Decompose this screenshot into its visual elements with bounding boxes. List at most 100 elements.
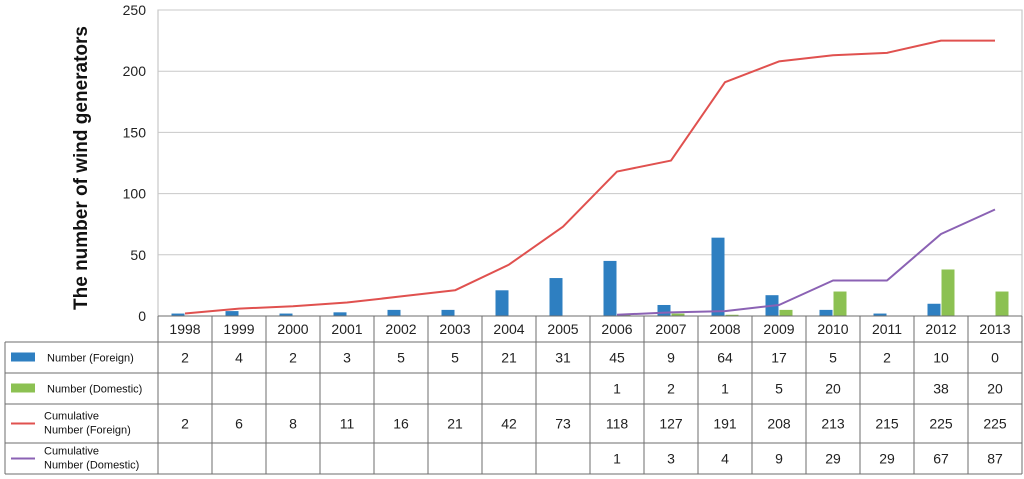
data-label: 2 (883, 350, 891, 366)
data-label: 3 (667, 451, 675, 467)
x-tick-label: 2008 (709, 321, 740, 337)
bar-domestic (779, 309, 793, 316)
bar-foreign (657, 304, 671, 316)
legend-label: Cumulative (44, 411, 99, 423)
data-label: 225 (929, 416, 953, 432)
x-tick-label: 1999 (223, 321, 254, 337)
y-tick-label: 150 (123, 124, 147, 140)
data-label: 5 (451, 350, 459, 366)
data-label: 8 (289, 416, 297, 432)
data-label: 1 (613, 451, 621, 467)
bar-domestic (833, 291, 847, 316)
data-label: 5 (775, 381, 783, 397)
bar-foreign (549, 278, 563, 316)
data-label: 17 (771, 350, 787, 366)
line-cumulative-foreign (184, 39, 995, 315)
data-label: 118 (606, 416, 629, 432)
data-label: 225 (983, 416, 1007, 432)
data-label: 45 (609, 350, 625, 366)
y-tick-label: 100 (123, 186, 147, 202)
data-label: 64 (717, 350, 733, 366)
x-tick-label: 2003 (439, 321, 470, 337)
x-tick-label: 2007 (655, 321, 686, 337)
legend-label: Number (Foreign) (44, 425, 131, 437)
bar-domestic (725, 314, 739, 316)
data-label: 9 (775, 451, 783, 467)
x-tick-label: 2009 (763, 321, 794, 337)
legend-key (11, 383, 35, 393)
legend-label: Number (Domestic) (47, 384, 142, 396)
data-label: 73 (555, 416, 571, 432)
x-tick-label: 2002 (385, 321, 416, 337)
data-label: 67 (933, 451, 949, 467)
x-tick-label: 1998 (169, 321, 200, 337)
bar-foreign (441, 309, 455, 316)
x-tick-label: 2006 (601, 321, 632, 337)
x-tick-label: 2000 (277, 321, 308, 337)
bar-domestic (995, 291, 1009, 316)
bar-foreign (927, 303, 941, 316)
x-tick-label: 2012 (925, 321, 956, 337)
x-tick-label: 2004 (493, 321, 524, 337)
data-label: 1 (721, 381, 729, 397)
data-label: 29 (879, 451, 895, 467)
y-axis-label: The number of wind generators (71, 26, 92, 310)
data-label: 191 (713, 416, 737, 432)
plot-area (157, 9, 1023, 317)
data-label: 20 (987, 381, 1003, 397)
data-label: 2 (181, 350, 189, 366)
data-label: 215 (875, 416, 899, 432)
data-label: 11 (340, 416, 355, 432)
legend-label: Number (Domestic) (44, 460, 139, 472)
bar-foreign (171, 313, 185, 316)
bar-foreign (603, 260, 617, 316)
y-tick-label: 250 (123, 2, 147, 18)
bar-foreign (711, 237, 725, 316)
data-label: 2 (667, 381, 675, 397)
data-label: 2 (181, 416, 189, 432)
y-tick-label: 200 (123, 63, 147, 79)
x-tick-label: 2013 (979, 321, 1010, 337)
bar-foreign (333, 312, 347, 316)
data-label: 29 (825, 451, 841, 467)
bar-foreign (279, 313, 293, 316)
x-tick-label: 2001 (331, 321, 362, 337)
y-tick-label: 50 (130, 247, 146, 263)
data-label: 3 (343, 350, 351, 366)
data-label: 31 (555, 350, 571, 366)
data-label: 2 (289, 350, 297, 366)
bar-foreign (225, 311, 239, 316)
data-label: 4 (235, 350, 243, 366)
data-label: 5 (829, 350, 837, 366)
y-tick-label: 0 (138, 308, 146, 324)
data-label: 38 (933, 381, 949, 397)
data-label: 6 (235, 416, 243, 432)
legend-key (11, 352, 35, 362)
data-label: 21 (501, 350, 517, 366)
legend-label: Cumulative (44, 446, 99, 458)
bar-domestic (671, 313, 685, 316)
data-label: 5 (397, 350, 405, 366)
legend-label: Number (Foreign) (47, 353, 134, 365)
bar-foreign (873, 313, 887, 316)
data-label: 4 (721, 451, 729, 467)
data-label: 9 (667, 350, 675, 366)
data-label: 1 (613, 381, 621, 397)
data-label: 87 (987, 451, 1003, 467)
data-label: 208 (767, 416, 791, 432)
bar-domestic (941, 269, 955, 316)
data-label: 42 (501, 416, 517, 432)
data-label: 21 (447, 416, 463, 432)
x-tick-label: 2010 (817, 321, 848, 337)
data-label: 16 (393, 416, 409, 432)
data-label: 213 (821, 416, 845, 432)
data-label: 20 (825, 381, 841, 397)
data-label: 0 (991, 350, 999, 366)
bar-foreign (495, 290, 509, 316)
data-label: 10 (933, 350, 949, 366)
data-label: 127 (659, 416, 683, 432)
x-tick-label: 2011 (872, 321, 902, 337)
bar-foreign (819, 309, 833, 316)
x-tick-label: 2005 (547, 321, 578, 337)
